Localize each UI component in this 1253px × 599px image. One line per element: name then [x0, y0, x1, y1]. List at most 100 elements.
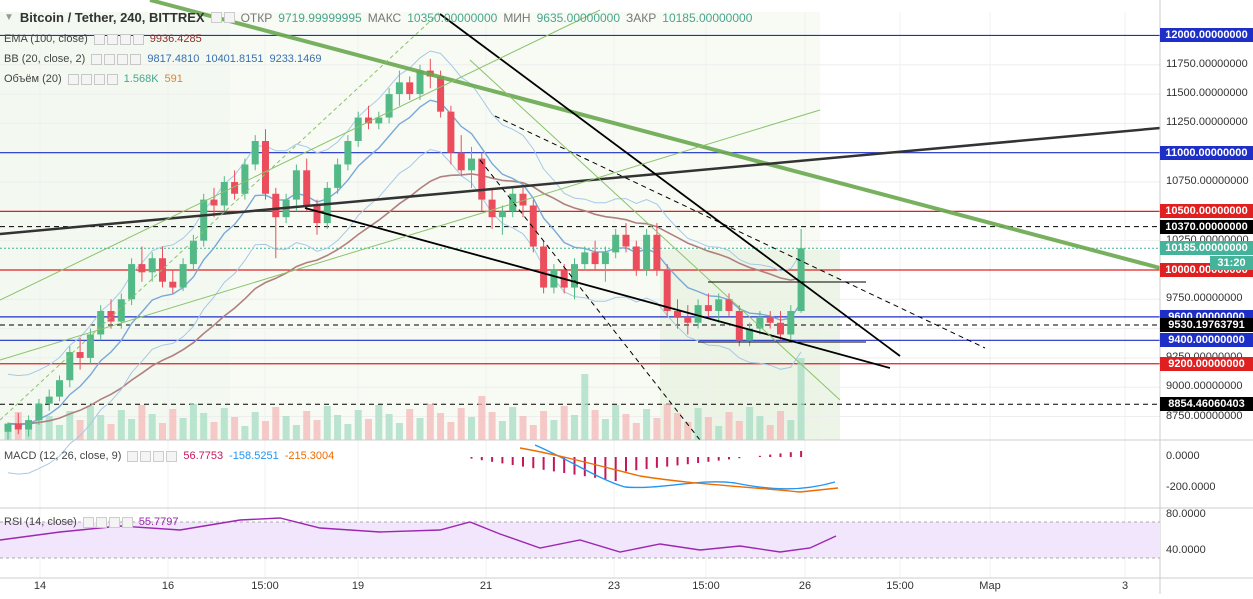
candle-body: [313, 205, 321, 224]
bb-legend[interactable]: BB (20, close, 2) 9817.4810 10401.8151 9…: [4, 53, 321, 65]
time-tick-label: 3: [1121, 580, 1129, 592]
candle-body: [612, 234, 620, 253]
bar-countdown: 31:20: [1210, 256, 1253, 271]
volume-bar: [704, 417, 712, 440]
candle-body: [189, 240, 197, 265]
bb-name: BB (20, close, 2): [4, 53, 86, 65]
volume-bar: [292, 425, 300, 440]
volume-bar: [622, 414, 630, 440]
ema-legend[interactable]: EMA (100, close) 9936.4285: [4, 33, 202, 45]
volume-bar: [159, 423, 166, 440]
candle-body: [787, 311, 795, 335]
candle-body: [478, 158, 486, 200]
macd-legend[interactable]: MACD (12, 26, close, 9) 56.7753 -158.525…: [4, 450, 334, 462]
candle-body: [550, 269, 558, 288]
gear-icon[interactable]: [106, 33, 118, 45]
volume-bar: [344, 424, 352, 440]
volume-bar: [488, 412, 496, 440]
candle-body: [498, 211, 506, 218]
eye-icon[interactable]: [82, 516, 94, 528]
close-icon[interactable]: [130, 53, 142, 65]
eye-icon[interactable]: [91, 53, 103, 65]
gear-icon[interactable]: [95, 516, 107, 528]
volume-bar: [437, 413, 445, 440]
plus-icon[interactable]: [93, 73, 105, 85]
volume-bar: [694, 408, 702, 440]
plus-icon[interactable]: [153, 450, 165, 462]
volume-bar: [210, 422, 218, 440]
macd-signal-line: [519, 447, 839, 493]
candle-body: [447, 111, 455, 153]
volume-bar: [138, 405, 146, 440]
rsi-legend[interactable]: RSI (14, close) 55.7797: [4, 516, 179, 528]
volume-bar: [169, 409, 177, 440]
candle-body: [375, 117, 383, 124]
eye-icon[interactable]: [93, 33, 105, 45]
rsi-buttons[interactable]: [82, 516, 133, 528]
volume-bar: [313, 420, 321, 440]
candle-body: [35, 403, 43, 421]
high-label: МАКС: [367, 10, 402, 25]
plus-icon[interactable]: [119, 33, 131, 45]
plus-icon[interactable]: [117, 53, 129, 65]
settings-icon[interactable]: [223, 12, 235, 23]
gear-icon[interactable]: [104, 53, 116, 65]
candle-body: [663, 269, 671, 312]
volume-bar: [674, 413, 681, 440]
price-tag: 10185.00000000: [1160, 241, 1253, 256]
gear-icon[interactable]: [140, 450, 152, 462]
volume-bar: [406, 409, 414, 440]
candle-body: [128, 264, 136, 300]
header-buttons[interactable]: [210, 12, 235, 23]
candle-body: [303, 170, 311, 206]
candle-body: [416, 70, 424, 95]
volume-buttons[interactable]: [67, 73, 118, 85]
macd-buttons[interactable]: [127, 450, 178, 462]
gear-icon[interactable]: [80, 73, 92, 85]
candle-body: [179, 264, 187, 288]
close-icon[interactable]: [132, 33, 144, 45]
volume-bar: [787, 420, 795, 440]
drawings-layer: [0, 0, 1161, 441]
eye-icon[interactable]: [127, 450, 139, 462]
candle-body: [14, 423, 22, 430]
candle-body: [406, 82, 414, 95]
visibility-icon[interactable]: [210, 12, 222, 23]
price-tick-label: 9750.00000000: [1166, 292, 1243, 305]
candle-body: [509, 193, 517, 212]
volume-bar: [303, 411, 311, 440]
macd-line: [534, 444, 836, 490]
candle-body: [643, 234, 651, 270]
time-tick-label: 15:00: [251, 580, 279, 592]
candle-body: [354, 117, 362, 141]
collapse-icon[interactable]: ▼: [4, 12, 14, 23]
candle-body: [395, 82, 403, 95]
volume-bar: [179, 418, 187, 440]
volume-bar: [478, 396, 486, 440]
volume-bar: [457, 408, 465, 440]
rsi-line: [0, 517, 837, 553]
volume-bar: [540, 411, 548, 440]
bb-buttons[interactable]: [91, 53, 142, 65]
low-value: 9635.00000000: [536, 10, 621, 25]
candle-body: [468, 158, 475, 171]
plus-icon[interactable]: [108, 516, 120, 528]
candle-body: [262, 140, 269, 194]
close-icon[interactable]: [106, 73, 118, 85]
volume-legend[interactable]: Объём (20) 1.568K 591: [4, 73, 183, 85]
volume-value-2: 591: [164, 73, 183, 85]
eye-icon[interactable]: [67, 73, 79, 85]
volume-bar: [282, 416, 290, 440]
candle-body: [66, 352, 74, 381]
volume-bar: [117, 410, 125, 440]
channel-line: [0, 11, 441, 421]
volume-bar: [76, 420, 84, 440]
candle-body: [344, 140, 352, 165]
bb-lower-value: 9233.1469: [269, 53, 322, 65]
time-tick-label: 15:00: [692, 580, 720, 592]
ema-buttons[interactable]: [93, 33, 144, 45]
candle-body: [457, 152, 465, 171]
close-icon[interactable]: [166, 450, 178, 462]
close-icon[interactable]: [121, 516, 133, 528]
